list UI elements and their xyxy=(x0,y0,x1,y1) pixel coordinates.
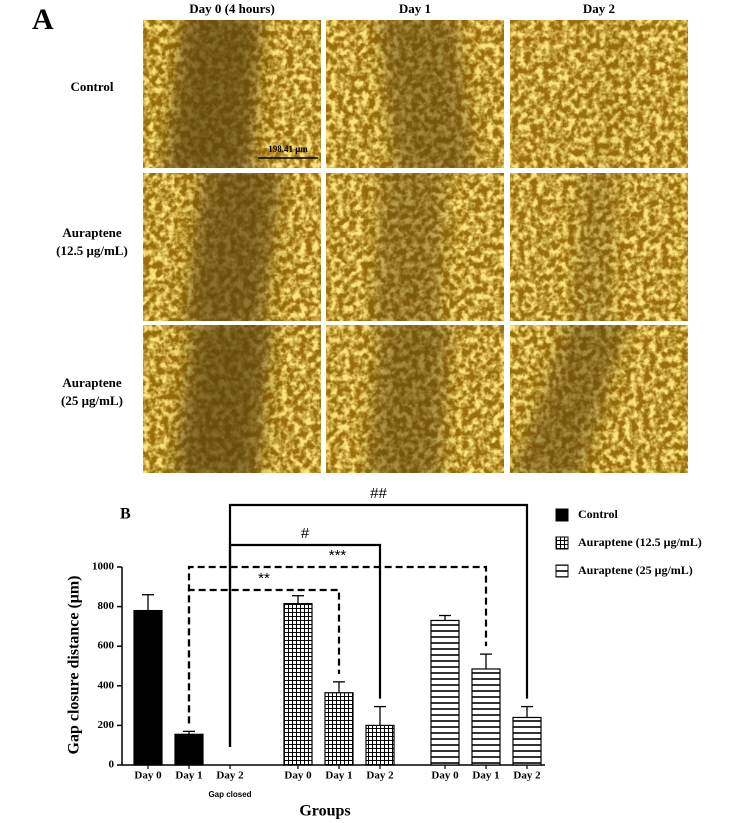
bar xyxy=(430,619,460,766)
wound-gap xyxy=(184,173,282,321)
wound-gap xyxy=(590,20,630,168)
bar xyxy=(365,724,395,766)
row-label: (25 μg/mL) xyxy=(61,393,123,408)
y-tick-label: 800 xyxy=(98,600,115,612)
x-axis-label: Groups xyxy=(299,803,350,820)
micrograph xyxy=(510,20,688,168)
micrograph-content xyxy=(326,20,504,168)
significance-label: ** xyxy=(258,570,270,587)
micrograph-content xyxy=(326,325,504,473)
micrograph xyxy=(326,325,504,473)
bar xyxy=(512,716,542,766)
y-axis-label: Gap closure distance (μm) xyxy=(66,576,83,755)
x-tick-label: Day 1 xyxy=(472,770,499,782)
micrograph-content xyxy=(143,325,321,473)
x-tick-label: Day 0 xyxy=(134,770,162,782)
significance-bracket xyxy=(187,588,341,724)
x-tick-label: Day 0 xyxy=(284,770,312,782)
legend-swatch xyxy=(555,564,569,578)
y-tick-label: 0 xyxy=(109,759,115,771)
y-tick-label: 1000 xyxy=(92,561,115,573)
significance-label: *** xyxy=(329,547,347,564)
row-label: Auraptene xyxy=(62,375,121,390)
panel-label: A xyxy=(32,3,54,36)
row-label: Control xyxy=(70,79,113,94)
x-tick-label: Day 1 xyxy=(325,770,352,782)
column-header: Day 0 (4 hours) xyxy=(189,1,275,16)
significance-label: # xyxy=(301,525,310,542)
panel-label: B xyxy=(120,506,131,523)
bar xyxy=(324,692,354,766)
bar xyxy=(174,733,204,766)
micrograph xyxy=(326,20,504,168)
micrograph-content xyxy=(510,173,688,321)
wound-gap xyxy=(377,20,475,168)
x-tick-label: Day 2 xyxy=(216,770,244,782)
bar xyxy=(133,609,163,766)
wound-gap xyxy=(366,325,451,473)
micrograph-content xyxy=(143,173,321,321)
legend-swatch xyxy=(555,536,569,550)
bar xyxy=(471,668,501,766)
y-tick-label: 200 xyxy=(98,719,115,731)
micrograph xyxy=(510,325,688,473)
y-tick-label: 400 xyxy=(98,679,115,691)
row-label: (12.5 μg/mL) xyxy=(56,243,128,258)
x-tick-label: Day 2 xyxy=(513,770,541,782)
legend-label: Auraptene (25 μg/mL) xyxy=(578,563,693,577)
column-header: Day 1 xyxy=(399,1,431,16)
column-header: Day 2 xyxy=(583,1,615,16)
micrograph xyxy=(143,173,321,321)
micrograph-content xyxy=(510,20,688,168)
legend-label: Auraptene (12.5 μg/mL) xyxy=(578,535,702,549)
wound-gap xyxy=(371,173,446,321)
wound-gap xyxy=(570,173,620,321)
micrograph xyxy=(326,173,504,321)
micrograph-content xyxy=(326,173,504,321)
x-tick-label: Day 1 xyxy=(175,770,202,782)
wound-gap xyxy=(513,325,628,473)
micrograph-content xyxy=(143,20,321,168)
micrograph xyxy=(143,325,321,473)
significance-bracket xyxy=(228,543,382,747)
x-tick-label: Day 2 xyxy=(366,770,394,782)
row-label: Auraptene xyxy=(62,225,121,240)
legend-label: Control xyxy=(578,507,618,521)
wound-gap xyxy=(174,325,273,473)
note: Gap closed xyxy=(208,790,251,799)
bar xyxy=(283,603,313,766)
x-tick-label: Day 0 xyxy=(431,770,459,782)
scale-bar-label: 198.41 μm xyxy=(268,144,308,154)
micrograph xyxy=(510,173,688,321)
legend-swatch xyxy=(555,508,569,522)
micrograph xyxy=(143,20,321,168)
micrograph-content xyxy=(510,325,688,473)
significance-label: ## xyxy=(370,485,387,502)
y-tick-label: 600 xyxy=(98,640,115,652)
wound-gap xyxy=(164,20,263,168)
